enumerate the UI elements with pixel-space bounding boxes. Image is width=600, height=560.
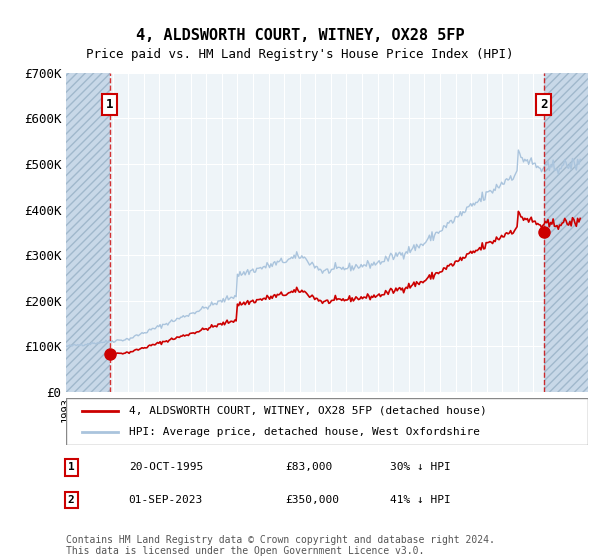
FancyBboxPatch shape [66, 398, 588, 445]
Text: 4, ALDSWORTH COURT, WITNEY, OX28 5FP (detached house): 4, ALDSWORTH COURT, WITNEY, OX28 5FP (de… [128, 406, 487, 416]
Text: 01-SEP-2023: 01-SEP-2023 [128, 495, 203, 505]
Text: 1: 1 [68, 463, 74, 473]
Text: 41% ↓ HPI: 41% ↓ HPI [389, 495, 451, 505]
Bar [66, 73, 110, 392]
Text: £83,000: £83,000 [285, 463, 332, 473]
Text: 20-OCT-1995: 20-OCT-1995 [128, 463, 203, 473]
Text: 1: 1 [106, 98, 113, 111]
Text: Contains HM Land Registry data © Crown copyright and database right 2024.
This d: Contains HM Land Registry data © Crown c… [66, 535, 495, 557]
Text: HPI: Average price, detached house, West Oxfordshire: HPI: Average price, detached house, West… [128, 427, 479, 437]
Text: 2: 2 [68, 495, 74, 505]
Text: £350,000: £350,000 [285, 495, 339, 505]
Text: 30% ↓ HPI: 30% ↓ HPI [389, 463, 451, 473]
Text: Price paid vs. HM Land Registry's House Price Index (HPI): Price paid vs. HM Land Registry's House … [86, 48, 514, 60]
Text: 4, ALDSWORTH COURT, WITNEY, OX28 5FP: 4, ALDSWORTH COURT, WITNEY, OX28 5FP [136, 28, 464, 43]
Bar [544, 73, 588, 392]
Text: 2: 2 [540, 98, 548, 111]
